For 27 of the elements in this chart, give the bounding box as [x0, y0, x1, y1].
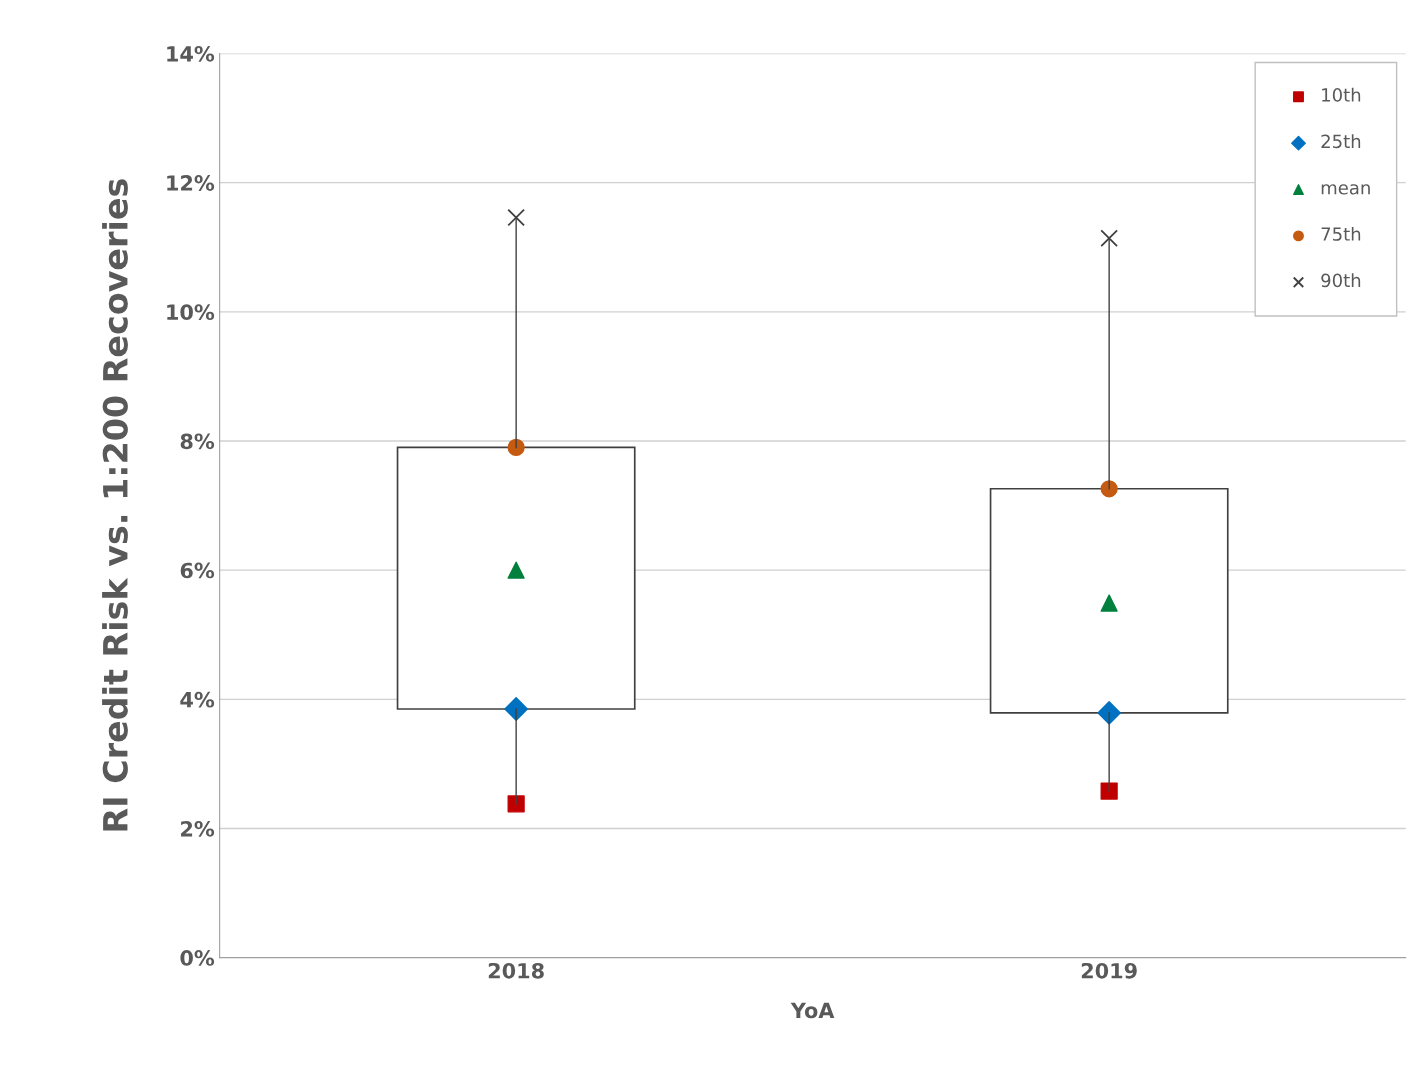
y-tick-label: 14%: [167, 45, 215, 62]
point: [507, 561, 525, 579]
point: [1100, 594, 1118, 612]
y-tick-label: 12%: [167, 175, 215, 191]
y-axis-title: RI Credit Risk vs. 1:200 Recoveries: [102, 179, 128, 831]
y-tick-label: 10%: [167, 304, 215, 321]
point: [1100, 480, 1118, 498]
legend-label: 90th: [1321, 273, 1361, 288]
y-tick-label: 8%: [180, 433, 215, 450]
y-tick-label: 2%: [181, 820, 215, 837]
y-tick-label: 4%: [180, 691, 215, 708]
point: [507, 438, 525, 457]
point: [1097, 700, 1122, 725]
point: [504, 697, 529, 721]
point: [1100, 229, 1118, 248]
point: [507, 795, 525, 813]
point: [507, 208, 525, 227]
x-tick-label: 2019: [1081, 962, 1137, 979]
legend-label: 75th: [1321, 226, 1361, 241]
legend-label: mean: [1321, 184, 1370, 195]
x-tick-label: 2018: [488, 962, 544, 979]
legend-label: 25th: [1321, 134, 1361, 149]
x-axis-title: YoA: [790, 1002, 835, 1019]
y-tick-label: 0%: [180, 950, 215, 966]
legend-label: 10th: [1322, 87, 1361, 102]
point: [1100, 782, 1118, 800]
y-tick-label: 6%: [180, 562, 215, 579]
